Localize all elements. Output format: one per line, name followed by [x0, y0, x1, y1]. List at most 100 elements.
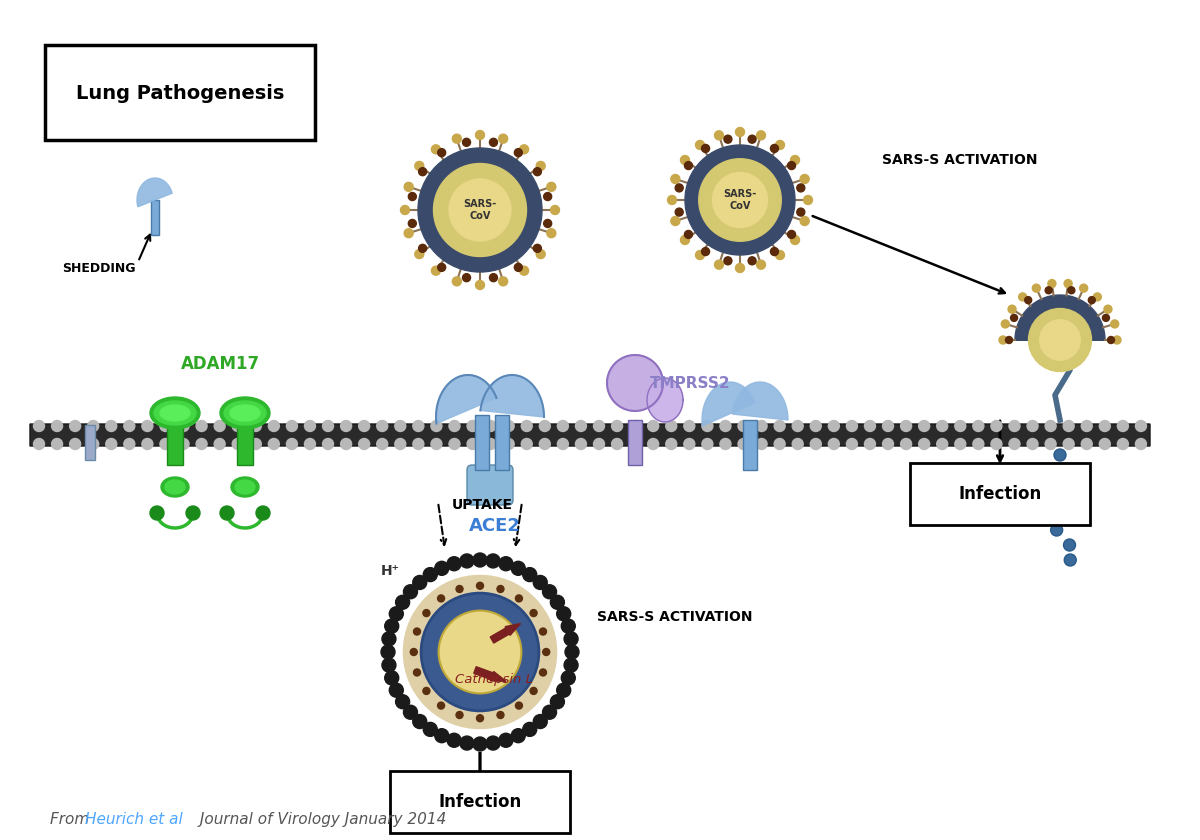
- Circle shape: [770, 248, 779, 255]
- Circle shape: [1063, 539, 1075, 551]
- Circle shape: [736, 128, 744, 137]
- Circle shape: [424, 568, 437, 581]
- Circle shape: [476, 582, 484, 590]
- Bar: [167, 423, 184, 465]
- Circle shape: [516, 702, 522, 709]
- Circle shape: [449, 438, 460, 449]
- Text: Journal of Virology January 2014: Journal of Virology January 2014: [196, 812, 446, 827]
- Circle shape: [676, 184, 683, 192]
- Circle shape: [1103, 314, 1110, 322]
- Circle shape: [511, 561, 526, 575]
- Circle shape: [438, 264, 445, 271]
- Circle shape: [557, 421, 569, 432]
- Polygon shape: [732, 382, 788, 420]
- Circle shape: [403, 706, 418, 719]
- Circle shape: [724, 257, 732, 265]
- Circle shape: [702, 248, 709, 255]
- Circle shape: [415, 249, 424, 259]
- Text: H⁺: H⁺: [380, 564, 400, 579]
- Circle shape: [88, 438, 98, 449]
- Circle shape: [714, 260, 724, 269]
- Circle shape: [846, 438, 858, 449]
- Circle shape: [991, 421, 1002, 432]
- Circle shape: [431, 438, 442, 449]
- Circle shape: [539, 438, 551, 449]
- Circle shape: [106, 438, 116, 449]
- Circle shape: [774, 438, 785, 449]
- Ellipse shape: [154, 401, 196, 425]
- Circle shape: [736, 264, 744, 272]
- Circle shape: [900, 438, 912, 449]
- Text: SARS-
CoV: SARS- CoV: [724, 189, 757, 211]
- Circle shape: [456, 711, 463, 718]
- Circle shape: [434, 561, 449, 575]
- Circle shape: [413, 575, 427, 590]
- Text: UPTAKE: UPTAKE: [451, 498, 512, 512]
- Circle shape: [1019, 293, 1027, 301]
- Circle shape: [792, 421, 803, 432]
- Text: ADAM17: ADAM17: [180, 355, 259, 373]
- Circle shape: [539, 421, 551, 432]
- Polygon shape: [1015, 295, 1105, 340]
- Circle shape: [810, 421, 821, 432]
- Text: TMPRSS2: TMPRSS2: [649, 375, 731, 391]
- Ellipse shape: [161, 477, 190, 497]
- Circle shape: [473, 737, 487, 751]
- Polygon shape: [137, 178, 172, 207]
- Circle shape: [34, 438, 44, 449]
- Circle shape: [1117, 421, 1128, 432]
- Circle shape: [523, 568, 536, 581]
- Circle shape: [724, 135, 732, 143]
- Circle shape: [382, 645, 395, 659]
- Circle shape: [612, 438, 623, 449]
- Circle shape: [511, 728, 526, 743]
- Circle shape: [1045, 438, 1056, 449]
- Circle shape: [438, 702, 444, 709]
- Circle shape: [544, 192, 552, 201]
- Circle shape: [142, 421, 152, 432]
- Polygon shape: [480, 375, 544, 417]
- Circle shape: [542, 648, 550, 655]
- Circle shape: [448, 557, 461, 570]
- Circle shape: [937, 438, 948, 449]
- Bar: [238, 423, 253, 465]
- Circle shape: [359, 421, 370, 432]
- Circle shape: [196, 438, 208, 449]
- Circle shape: [612, 421, 623, 432]
- Circle shape: [1066, 464, 1078, 476]
- Circle shape: [269, 438, 280, 449]
- Circle shape: [160, 421, 170, 432]
- Circle shape: [684, 230, 692, 239]
- Circle shape: [564, 658, 578, 672]
- Circle shape: [214, 438, 226, 449]
- Circle shape: [791, 155, 799, 165]
- Circle shape: [52, 421, 62, 432]
- Circle shape: [955, 421, 966, 432]
- Circle shape: [973, 438, 984, 449]
- Circle shape: [828, 421, 839, 432]
- Circle shape: [1045, 286, 1052, 294]
- Circle shape: [421, 593, 539, 711]
- Circle shape: [490, 274, 498, 281]
- Circle shape: [562, 671, 575, 685]
- Circle shape: [1009, 421, 1020, 432]
- Circle shape: [919, 438, 930, 449]
- Circle shape: [536, 249, 545, 259]
- Circle shape: [431, 421, 442, 432]
- Circle shape: [696, 140, 704, 150]
- Circle shape: [214, 421, 226, 432]
- Circle shape: [385, 671, 398, 685]
- Circle shape: [220, 506, 234, 520]
- Circle shape: [800, 175, 809, 183]
- Bar: [85, 425, 95, 460]
- Circle shape: [702, 144, 709, 152]
- FancyBboxPatch shape: [46, 45, 316, 140]
- Circle shape: [564, 632, 578, 646]
- Circle shape: [576, 421, 587, 432]
- Circle shape: [1063, 421, 1074, 432]
- Ellipse shape: [232, 477, 259, 497]
- Circle shape: [533, 244, 541, 252]
- Circle shape: [774, 421, 785, 432]
- Circle shape: [516, 595, 522, 602]
- Circle shape: [196, 421, 208, 432]
